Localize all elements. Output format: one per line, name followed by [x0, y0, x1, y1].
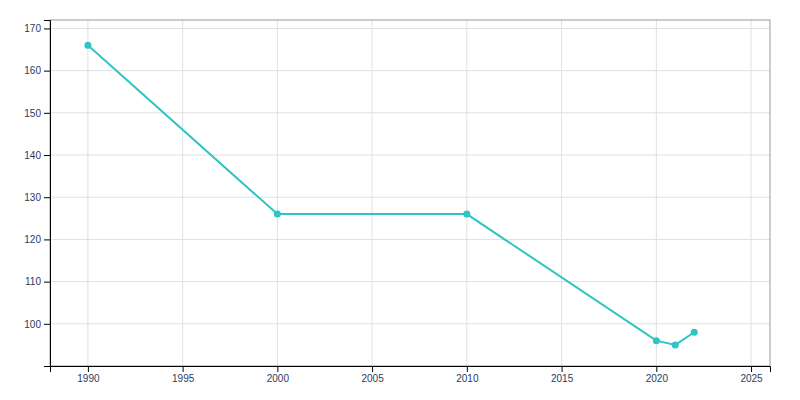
tick: 160 — [24, 65, 50, 76]
grid-line-x — [87, 20, 88, 366]
tick-mark — [372, 366, 373, 372]
point — [653, 337, 660, 344]
tick: 2020 — [646, 366, 669, 384]
tick: 170 — [24, 23, 50, 34]
grid — [50, 20, 770, 366]
tick-label: 2000 — [267, 373, 290, 384]
tick-mark — [44, 28, 50, 29]
grid-line-x — [277, 20, 278, 366]
tick-label: 150 — [24, 108, 41, 119]
grid-line-y — [50, 239, 770, 240]
grid-line-x — [561, 20, 562, 366]
tick-mark — [751, 366, 752, 372]
tick-mark — [44, 239, 50, 240]
x-axis: 1990 1995 2000 2005 2010 2015 2020 2025 — [51, 366, 771, 384]
tick-label: 110 — [25, 276, 41, 287]
tick: 1990 — [77, 366, 100, 384]
tick-label: 2025 — [740, 373, 763, 384]
grid-line-y — [50, 155, 770, 156]
tick-label: 2015 — [551, 373, 574, 384]
grid-line-x — [182, 20, 183, 366]
grid-line-x — [372, 20, 373, 366]
tick-label: 160 — [24, 65, 41, 76]
tick-mark — [562, 366, 563, 372]
tick-label: 100 — [24, 319, 41, 330]
tick: 2000 — [267, 366, 290, 384]
tick-mark — [44, 155, 50, 156]
chart: 1990 1995 2000 2005 2010 2015 2020 2025 100 110 12… — [0, 0, 800, 400]
tick-mark — [44, 197, 50, 198]
tick: 100 — [24, 319, 50, 330]
tick: 2025 — [740, 366, 763, 384]
tick: 1995 — [172, 366, 195, 384]
tick: 110 — [25, 276, 50, 287]
point — [274, 211, 281, 218]
grid-line-y — [50, 197, 770, 198]
tick-label: 140 — [24, 150, 41, 161]
tick-mark — [467, 366, 468, 372]
series — [84, 42, 697, 349]
tick-mark — [277, 366, 278, 372]
tick-mark — [44, 324, 50, 325]
plot: 1990 1995 2000 2005 2010 2015 2020 2025 100 110 12… — [24, 20, 770, 384]
grid-line-x — [466, 20, 467, 366]
tick-mark — [44, 71, 50, 72]
tick-mark — [88, 366, 89, 372]
point — [463, 211, 470, 218]
grid-line-x — [656, 20, 657, 366]
tick-label: 170 — [24, 23, 41, 34]
tick-mark — [44, 113, 50, 114]
point — [672, 341, 679, 348]
tick-label: 2010 — [456, 373, 479, 384]
tick: 2005 — [361, 366, 384, 384]
point — [84, 42, 91, 49]
grid-line-y — [50, 28, 770, 29]
tick: 2010 — [456, 366, 479, 384]
point — [691, 329, 698, 336]
grid-line-y — [50, 112, 770, 113]
tick-label: 120 — [24, 234, 41, 245]
tick: 120 — [24, 234, 50, 245]
tick-label: 2005 — [361, 373, 384, 384]
plot-frame — [50, 20, 770, 366]
tick-mark — [44, 282, 50, 283]
axis-line — [44, 21, 51, 367]
tick-label: 2020 — [646, 373, 669, 384]
tick-mark — [656, 366, 657, 372]
tick: 140 — [24, 150, 50, 161]
tick-label: 1995 — [172, 373, 195, 384]
tick: 150 — [24, 108, 50, 119]
tick-mark — [183, 366, 184, 372]
tick-label: 1990 — [77, 373, 100, 384]
grid-line-y — [50, 70, 770, 71]
tick: 2015 — [551, 366, 574, 384]
tick: 130 — [24, 192, 50, 203]
axis-line — [51, 367, 771, 373]
y-axis: 100 110 120 130 140 150 160 170 — [24, 21, 50, 367]
grid-line-y — [50, 281, 770, 282]
tick-label: 130 — [24, 192, 41, 203]
grid-line-y — [50, 323, 770, 324]
line — [88, 45, 694, 345]
grid-line-x — [751, 20, 752, 366]
